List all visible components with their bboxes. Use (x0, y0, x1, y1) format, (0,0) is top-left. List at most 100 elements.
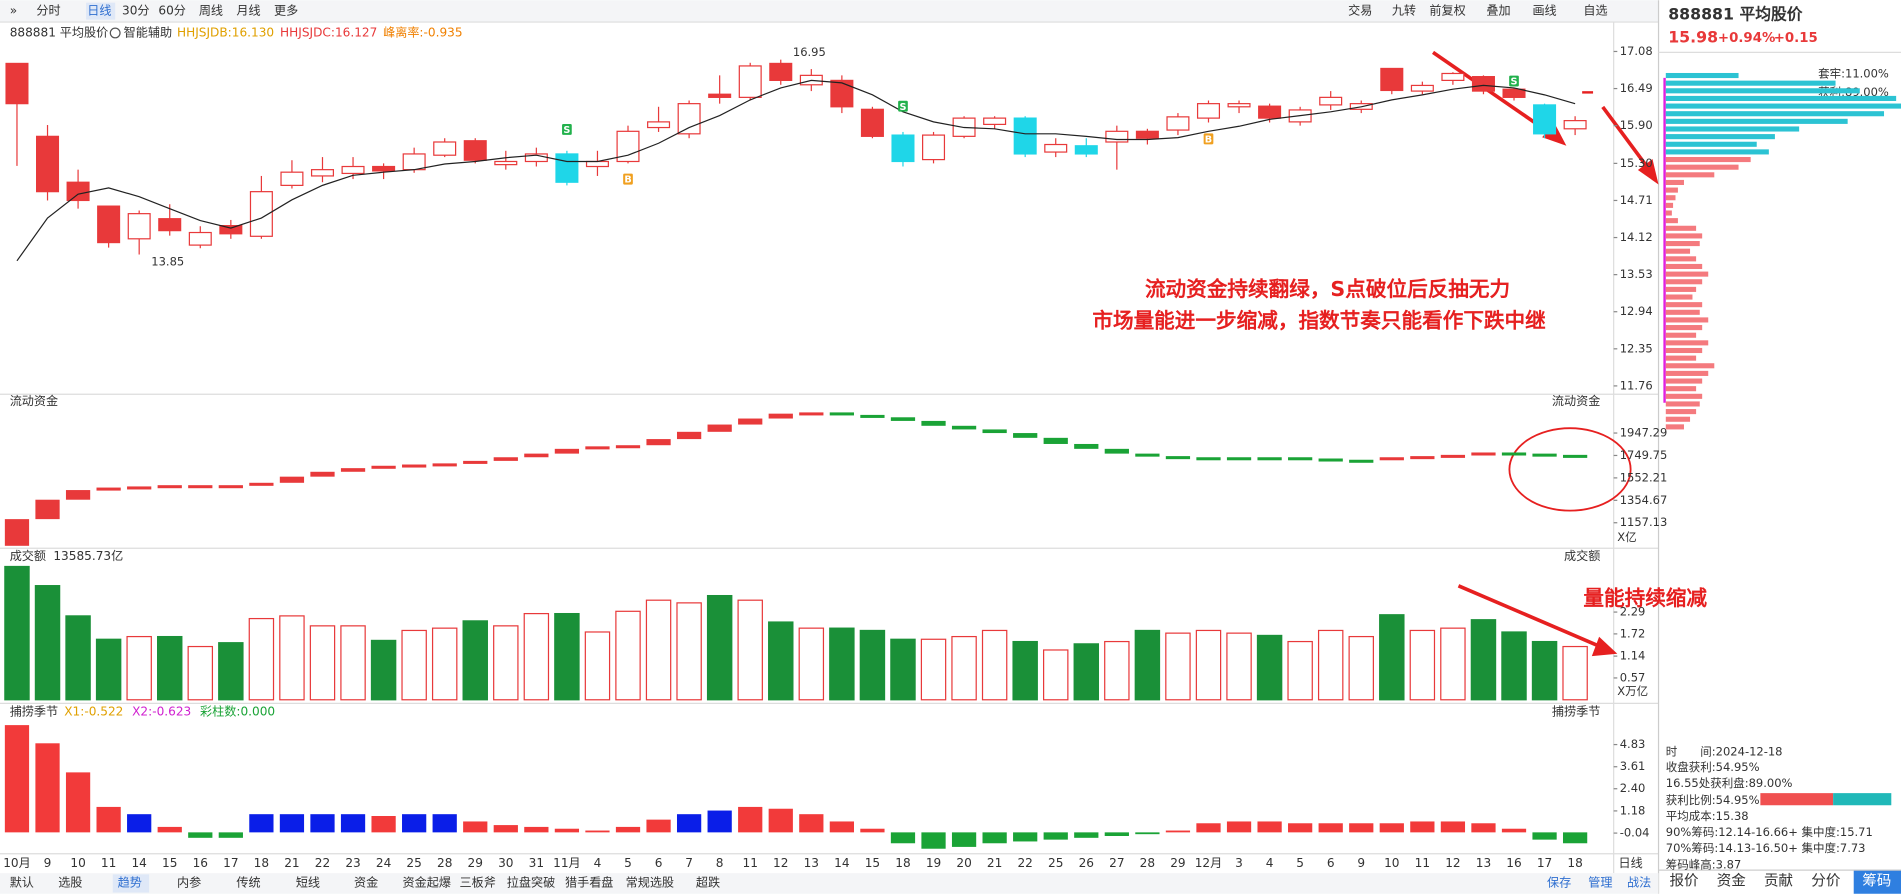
x-tick-label: 14 (834, 856, 850, 870)
side-tab[interactable]: 报价 (1669, 873, 1699, 890)
bottom-tab[interactable]: 趋势 (118, 875, 142, 889)
volume-bar (1348, 635, 1374, 701)
osc-bar (279, 814, 305, 833)
flow-bar (1135, 453, 1160, 457)
volume-bar (1043, 649, 1069, 701)
flow-bar (1226, 457, 1252, 461)
x-tick-label: 16 (193, 856, 208, 870)
x-tick-label: 6 (655, 856, 663, 870)
volume-bar (1501, 631, 1527, 701)
flow-bar (799, 412, 824, 416)
flow-bar (1165, 456, 1191, 460)
volume-bar (126, 635, 152, 701)
x-tick-label: 22 (315, 856, 330, 870)
chip-bar (1665, 88, 1860, 94)
toolbar-tab[interactable]: 60分 (158, 4, 186, 18)
toolbar-button[interactable]: 自选 (1583, 4, 1607, 18)
osc-bar (982, 832, 1007, 844)
bottom-tab[interactable]: 三板斧 (460, 875, 496, 889)
volume-bar (493, 625, 519, 701)
osc-bar (921, 832, 946, 849)
bottom-tab[interactable]: 短线 (296, 875, 320, 889)
side-tab[interactable]: 贡献 (1764, 873, 1793, 890)
candle-body (830, 79, 854, 108)
flow-bar (371, 465, 396, 469)
candle-body (1502, 88, 1526, 98)
flow-bar (1288, 457, 1313, 461)
bottom-button[interactable]: 战法 (1627, 875, 1651, 889)
bottom-tab[interactable]: 资金起爆 (403, 874, 451, 889)
candle-body (310, 169, 335, 177)
toolbar-button[interactable]: 交易 (1348, 3, 1372, 18)
flow-bar (860, 414, 885, 418)
toolbar-button[interactable]: 前复权 (1429, 3, 1465, 18)
y-tick-label: 1947.29 (1620, 426, 1668, 440)
bottom-tab[interactable]: 猎手看盘 (565, 874, 613, 889)
side-tab[interactable]: 资金 (1717, 873, 1747, 890)
candle-body (708, 93, 732, 98)
osc-bar (829, 821, 854, 833)
panel-title: 流动资金 (10, 393, 58, 408)
info-line: 16.55处获利盘:89.00% (1666, 776, 1793, 790)
toolbar-tab[interactable]: 周线 (199, 4, 223, 18)
x-tick-label: 27 (1109, 856, 1124, 870)
signal-badge (1203, 133, 1214, 145)
toolbar-tab[interactable]: 更多 (274, 4, 298, 18)
toolbar-button[interactable]: 画线 (1532, 4, 1556, 18)
assist-label[interactable]: 智能辅助 (124, 24, 172, 39)
bottom-button[interactable]: 保存 (1547, 875, 1571, 889)
toolbar-tab[interactable]: 分时 (36, 4, 60, 18)
x-tick-label: 5 (624, 856, 632, 870)
active-tab-bg (112, 874, 150, 893)
chip-bar (1665, 409, 1697, 415)
candle-body (1105, 130, 1129, 143)
bottom-tab[interactable]: 传统 (236, 874, 260, 889)
assist-icon[interactable] (109, 27, 121, 39)
volume-bar (1562, 645, 1588, 701)
annotation: 量能持续缩减 (1583, 586, 1707, 610)
toolbar-tab[interactable]: 日线 (87, 4, 111, 18)
bottom-tab[interactable]: 超跌 (696, 874, 720, 889)
y-tick-label: 11.76 (1620, 378, 1653, 392)
toolbar-tab[interactable]: 30分 (122, 4, 150, 18)
chip-bar (1665, 317, 1709, 323)
osc-bar (1165, 830, 1191, 833)
axis-unit: X万亿 (1617, 684, 1648, 698)
osc-bar (1043, 832, 1068, 840)
collapse-icon[interactable]: » (10, 4, 17, 18)
chip-bar (1665, 80, 1836, 86)
flow-bar (1349, 459, 1374, 463)
candle-body (1441, 72, 1465, 81)
bottom-tab[interactable]: 资金 (354, 874, 378, 889)
toolbar-button[interactable]: 叠加 (1486, 4, 1510, 18)
flow-bar (1379, 457, 1404, 461)
chip-bar (1665, 424, 1684, 430)
bottom-tab[interactable]: 拉盘突破 (507, 874, 555, 889)
osc-bar (585, 830, 610, 833)
flow-bar (768, 413, 793, 419)
side-tab[interactable]: 筹码 (1862, 873, 1891, 890)
toolbar-button[interactable]: 九转 (1392, 3, 1416, 18)
chip-bar (1665, 195, 1676, 201)
bottom-button[interactable]: 管理 (1588, 874, 1612, 889)
bottom-tab[interactable]: 内参 (177, 874, 201, 889)
volume-bar (4, 565, 30, 701)
candle-body (555, 153, 579, 183)
candle-body (1227, 103, 1251, 108)
osc-bar (432, 814, 457, 833)
bottom-tab[interactable]: 选股 (58, 875, 82, 889)
candle-body (66, 181, 90, 202)
x-tick-label: 20 (956, 856, 971, 870)
bottom-tab[interactable]: 默认 (10, 874, 34, 889)
side-tab[interactable]: 分价 (1811, 873, 1841, 890)
bottom-tab[interactable]: 常规选股 (626, 874, 674, 889)
volume-bar (248, 617, 275, 701)
y-tick-label: 1.14 (1620, 649, 1646, 663)
annotation: 市场量能进一步缩减，指数节奏只能看作下跌中继 (1092, 309, 1546, 333)
osc-bar (493, 825, 518, 833)
y-tick-label: 17.08 (1620, 44, 1653, 58)
chip-bar (1665, 294, 1693, 300)
osc-bar (1288, 823, 1313, 833)
chip-bar (1665, 111, 1885, 117)
toolbar-tab[interactable]: 月线 (236, 4, 260, 18)
